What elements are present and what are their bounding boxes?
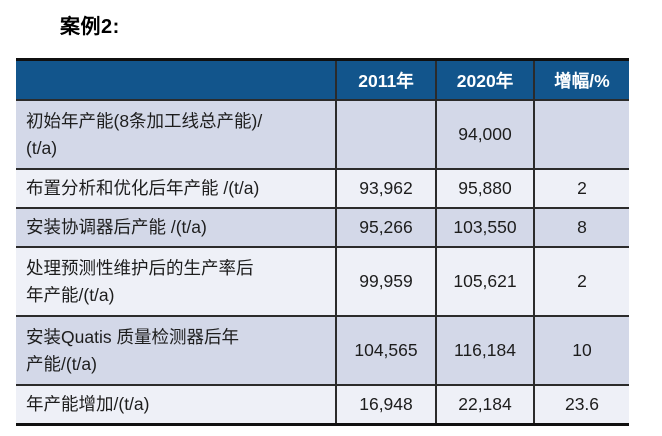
value-2020: 105,621 — [435, 248, 533, 315]
value-growth: 2 — [533, 248, 629, 315]
table-row: 安装Quatis 质量检测器后年 产能/(t/a) 104,565 116,18… — [16, 315, 629, 384]
value-2011 — [335, 101, 435, 168]
header-cell-2020: 2020年 — [435, 61, 533, 99]
row-label: 安装Quatis 质量检测器后年 产能/(t/a) — [26, 327, 239, 374]
table-row: 年产能增加/(t/a) 16,948 22,184 23.6 — [16, 384, 629, 423]
value-2020: 103,550 — [435, 209, 533, 246]
table-row: 安装协调器后产能 /(t/a) 95,266 103,550 8 — [16, 207, 629, 246]
header-cell-blank — [16, 61, 335, 99]
row-label: 处理预测性维护后的生产率后 年产能/(t/a) — [26, 258, 254, 305]
table-row: 处理预测性维护后的生产率后 年产能/(t/a) 99,959 105,621 2 — [16, 246, 629, 315]
value-2020: 94,000 — [435, 101, 533, 168]
row-label: 初始年产能(8条加工线总产能)/ (t/a) — [26, 111, 263, 158]
row-label: 年产能增加/(t/a) — [26, 394, 150, 415]
page-title: 案例2: — [60, 16, 120, 38]
value-2011: 16,948 — [335, 386, 435, 423]
value-growth: 8 — [533, 209, 629, 246]
value-2011: 93,962 — [335, 170, 435, 207]
value-growth: 10 — [533, 317, 629, 384]
value-2020: 116,184 — [435, 317, 533, 384]
table-row: 初始年产能(8条加工线总产能)/ (t/a) 94,000 — [16, 99, 629, 168]
value-growth: 2 — [533, 170, 629, 207]
value-2020: 95,880 — [435, 170, 533, 207]
row-label: 布置分析和优化后年产能 /(t/a) — [26, 178, 260, 199]
capacity-table: 2011年 2020年 增幅/% 初始年产能(8条加工线总产能)/ (t/a) … — [16, 58, 629, 426]
value-2011: 104,565 — [335, 317, 435, 384]
row-label: 安装协调器后产能 /(t/a) — [26, 217, 207, 238]
table-header-row: 2011年 2020年 增幅/% — [16, 61, 629, 99]
value-2011: 99,959 — [335, 248, 435, 315]
value-growth: 23.6 — [533, 386, 629, 423]
header-cell-growth: 增幅/% — [533, 61, 629, 99]
value-2011: 95,266 — [335, 209, 435, 246]
header-cell-2011: 2011年 — [335, 61, 435, 99]
table-row: 布置分析和优化后年产能 /(t/a) 93,962 95,880 2 — [16, 168, 629, 207]
value-growth — [533, 101, 629, 168]
value-2020: 22,184 — [435, 386, 533, 423]
